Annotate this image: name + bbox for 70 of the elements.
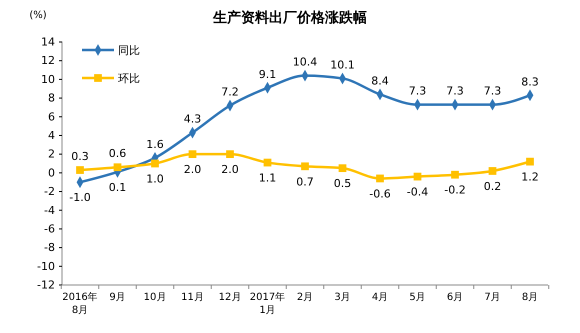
y-tick-label: -10 (37, 260, 55, 273)
x-tick-label: 3月 (334, 292, 351, 303)
point (188, 150, 196, 158)
y-tick-label: 8 (48, 92, 55, 105)
y-tick-label: -4 (44, 204, 55, 217)
y-tick-label: 10 (41, 72, 55, 86)
point (451, 170, 459, 179)
legend-label: 环比 (118, 72, 140, 85)
y-axis-title: (%) (29, 10, 47, 21)
point (376, 174, 384, 182)
data-label: 0.3 (71, 150, 89, 164)
x-tick-label: 8月 (522, 292, 538, 303)
data-label: 7.3 (446, 84, 464, 98)
x-tick-label: 6月 (446, 292, 464, 303)
y-tick-label: 2 (48, 148, 55, 161)
data-label: 1.0 (146, 172, 164, 186)
data-label: 10.1 (330, 58, 355, 72)
x-tick-label: 11月 (181, 292, 204, 303)
point (114, 163, 122, 172)
data-label: 9.1 (258, 68, 276, 81)
point (526, 158, 534, 166)
data-label: 1.2 (521, 170, 539, 184)
y-tick-label: 0 (48, 166, 55, 180)
data-label: 4.3 (184, 112, 202, 126)
data-label: 8.3 (521, 75, 539, 88)
data-label: 0.1 (108, 180, 126, 194)
point (488, 167, 496, 175)
legend-label: 同比 (118, 44, 140, 57)
data-label: 8.4 (371, 74, 389, 88)
data-label: 0.5 (334, 177, 352, 190)
point (338, 164, 346, 172)
data-label: 7.3 (408, 84, 426, 98)
data-label: 0.7 (296, 175, 314, 188)
data-label: 2.0 (221, 163, 239, 176)
x-tick-label: 7月 (484, 292, 501, 303)
data-label: 7.2 (221, 86, 239, 99)
x-tick-label: 2016年 8月 (62, 291, 98, 316)
chart-title: 生产资料出厂价格涨跌幅 (212, 9, 367, 26)
y-tick-label: -8 (44, 241, 55, 254)
x-tick-label: 4月 (372, 292, 388, 303)
data-label: 10.4 (292, 56, 318, 69)
point (414, 172, 422, 180)
y-tick-label: -6 (44, 222, 55, 236)
y-tick-label: -2 (44, 185, 55, 198)
data-label: 0.6 (108, 147, 126, 160)
x-tick-label: 2月 (296, 292, 314, 303)
data-label: 2.0 (184, 163, 202, 176)
y-tick-label: 14 (41, 36, 55, 49)
point (151, 160, 159, 168)
data-label: -0.2 (444, 184, 466, 197)
point (226, 150, 234, 158)
y-tick-label: 4 (48, 128, 55, 142)
point (264, 158, 272, 166)
point (301, 162, 309, 170)
data-label: -1.0 (69, 191, 91, 204)
y-tick-label: -12 (37, 278, 55, 292)
data-label: -0.6 (369, 187, 391, 200)
x-tick-label: 10月 (144, 292, 166, 303)
x-tick-label: 5月 (409, 292, 426, 303)
data-label: 1.1 (258, 172, 276, 185)
data-label: 7.3 (484, 84, 502, 98)
x-tick-label: 2017年 1月 (250, 291, 286, 316)
x-tick-label: 12月 (218, 292, 242, 303)
point (76, 166, 84, 174)
x-tick-label: 9月 (109, 292, 126, 303)
data-label: 1.6 (146, 138, 164, 151)
data-label: 0.2 (484, 180, 502, 193)
y-tick-label: 12 (41, 54, 55, 68)
data-label: -0.4 (406, 186, 428, 199)
y-tick-label: 6 (48, 110, 55, 124)
